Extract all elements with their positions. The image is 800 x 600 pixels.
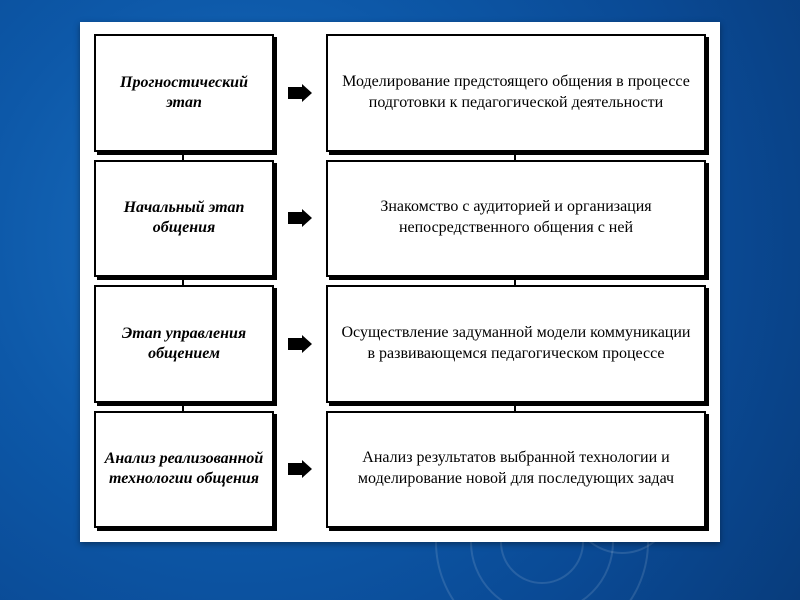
arrow-icon bbox=[288, 160, 312, 278]
stage-label: Прогностический этап bbox=[104, 73, 264, 113]
stage-description: Осуществление задуманной модели коммуник… bbox=[338, 323, 694, 365]
arrow-icon bbox=[288, 411, 312, 529]
stage-label: Этап управления общением bbox=[104, 324, 264, 364]
stage-description: Моделирование предстоящего общения в про… bbox=[338, 72, 694, 114]
stage-description-box: Осуществление задуманной модели коммуник… bbox=[326, 285, 706, 403]
diagram-row: Прогностический этап Моделирование предс… bbox=[94, 34, 706, 152]
diagram-panel: Прогностический этап Моделирование предс… bbox=[80, 22, 720, 542]
stage-description-box: Знакомство с аудиторией и организация не… bbox=[326, 160, 706, 278]
stage-description: Знакомство с аудиторией и организация не… bbox=[338, 197, 694, 239]
slide-background: Прогностический этап Моделирование предс… bbox=[0, 0, 800, 600]
diagram-rows: Прогностический этап Моделирование предс… bbox=[80, 22, 720, 542]
stage-description-box: Моделирование предстоящего общения в про… bbox=[326, 34, 706, 152]
stage-label: Анализ реализованной технологии общения bbox=[104, 449, 264, 489]
diagram-row: Начальный этап общения Знакомство с ауди… bbox=[94, 160, 706, 278]
stage-description-box: Анализ результатов выбранной технологии … bbox=[326, 411, 706, 529]
arrow-icon bbox=[288, 34, 312, 152]
stage-label-box: Начальный этап общения bbox=[94, 160, 274, 278]
stage-label-box: Этап управления общением bbox=[94, 285, 274, 403]
stage-label: Начальный этап общения bbox=[104, 198, 264, 238]
diagram-row: Анализ реализованной технологии общения … bbox=[94, 411, 706, 529]
diagram-row: Этап управления общением Осуществление з… bbox=[94, 285, 706, 403]
stage-description: Анализ результатов выбранной технологии … bbox=[338, 448, 694, 490]
stage-label-box: Анализ реализованной технологии общения bbox=[94, 411, 274, 529]
arrow-icon bbox=[288, 285, 312, 403]
stage-label-box: Прогностический этап bbox=[94, 34, 274, 152]
